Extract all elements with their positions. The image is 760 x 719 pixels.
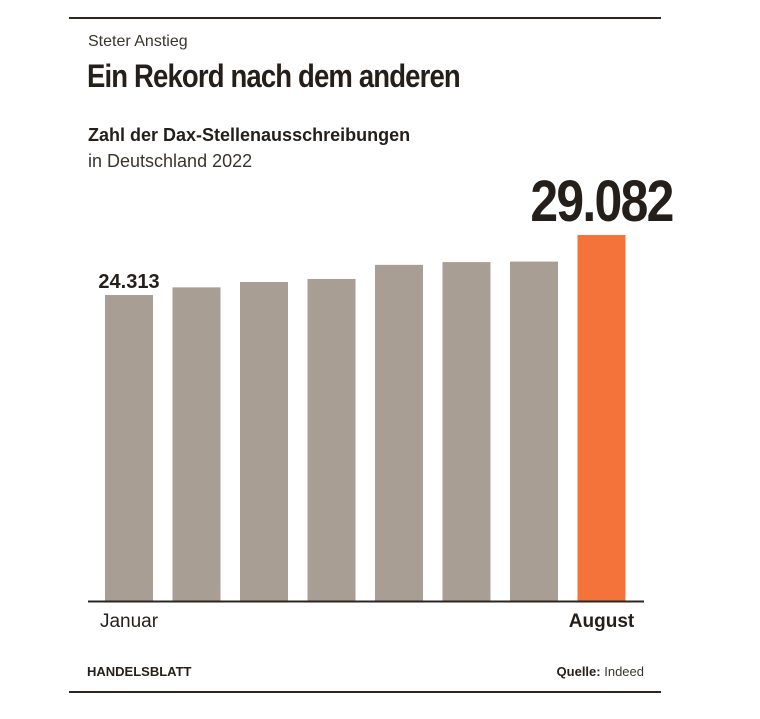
bar-8 [577, 235, 626, 601]
source-note: Quelle: Indeed [557, 664, 644, 679]
bar-2 [172, 287, 221, 601]
brand-label: HANDELSBLATT [87, 664, 192, 679]
bar-5 [375, 264, 423, 601]
x-tick-label-1: Januar [100, 611, 159, 632]
bottom-rule [69, 691, 661, 693]
top-rule [69, 17, 661, 19]
chart-title: Zahl der Dax-Stellenausschreibungen [88, 125, 411, 145]
bar-7 [510, 261, 558, 601]
data-label-8: 29.082 [530, 170, 672, 234]
bar-1 [105, 295, 153, 601]
chart-subtitle: in Deutschland 2022 [88, 151, 253, 171]
source-label: Quelle: [556, 664, 601, 679]
x-tick-label-8: August [569, 611, 635, 632]
source-value: Indeed [604, 664, 644, 679]
bar-4 [307, 278, 356, 601]
kicker: Steter Anstieg [88, 33, 188, 50]
headline: Ein Rekord nach dem anderen [87, 58, 461, 94]
bar-6 [442, 262, 491, 601]
bar-3 [240, 281, 288, 601]
data-label-1: 24.313 [98, 271, 159, 293]
